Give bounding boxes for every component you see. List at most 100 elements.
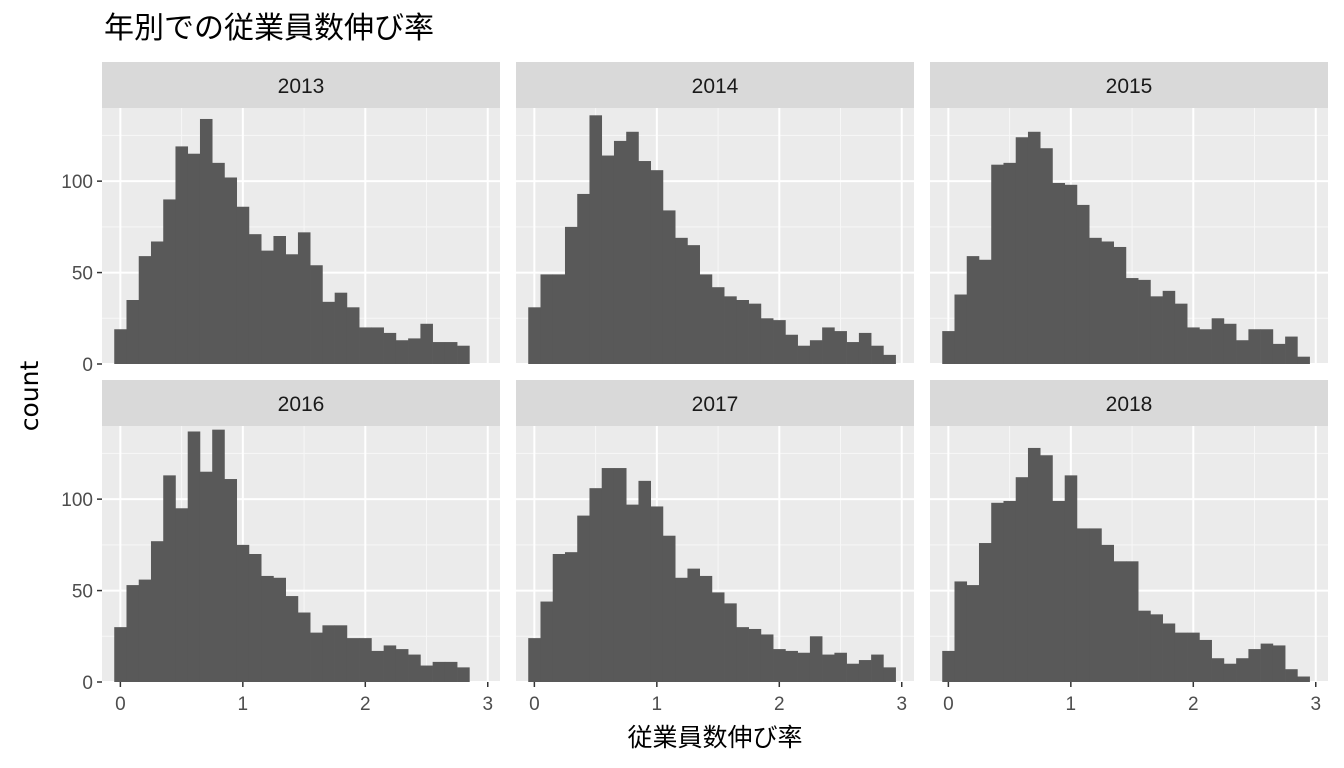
histogram-bar [564, 552, 578, 682]
histogram-bar [1089, 528, 1102, 682]
histogram-bar [675, 577, 688, 682]
histogram-bar [564, 226, 578, 364]
histogram-bar [1211, 658, 1225, 682]
histogram-bar [1076, 204, 1090, 364]
y-tick-label: 50 [72, 264, 93, 285]
histogram-bar [297, 232, 311, 364]
histogram-bar [589, 488, 603, 682]
histogram-bar [273, 236, 286, 364]
histogram-bar [540, 274, 554, 364]
histogram-bar [748, 303, 762, 364]
histogram-bar [797, 652, 811, 682]
histogram-bar [942, 331, 955, 364]
histogram-bar [395, 340, 409, 364]
histogram-bar [1285, 336, 1298, 364]
histogram-bar [261, 250, 274, 364]
histogram-bar [359, 638, 372, 682]
facet-strip-label: 2014 [692, 75, 739, 98]
histogram-bar [1285, 669, 1298, 682]
histogram-bar [675, 237, 688, 364]
histogram-bar [383, 332, 397, 364]
x-tick-label: 1 [238, 694, 249, 715]
histogram-bar [285, 254, 299, 364]
histogram-bar [883, 667, 896, 682]
histogram-bar [310, 265, 323, 364]
histogram-bar [1040, 148, 1053, 364]
histogram-bar [699, 575, 713, 682]
x-tick-label: 1 [1066, 694, 1077, 715]
histogram-bar [1052, 500, 1066, 682]
histogram-bar [834, 652, 847, 682]
facet-strip [930, 62, 1328, 108]
histogram-bar [346, 307, 360, 364]
histogram-bar [626, 504, 639, 682]
histogram-bar [114, 627, 127, 682]
histogram-bar [273, 577, 286, 682]
histogram-bar [711, 592, 725, 682]
x-tick-label: 0 [115, 694, 126, 715]
histogram-bar [540, 601, 554, 682]
histogram-bar [175, 146, 189, 364]
histogram-bar [846, 663, 860, 682]
histogram-bar [408, 338, 421, 364]
histogram-bar [334, 292, 348, 364]
histogram-bar [552, 274, 566, 364]
histogram-bar [150, 541, 164, 682]
facet-panel-2016: 2016 0 50 100 0 1 2 3 [61, 380, 500, 715]
histogram-bar [1174, 632, 1188, 682]
histogram-bar [1211, 318, 1225, 364]
histogram-bar [1064, 184, 1078, 364]
histogram-bar [1260, 329, 1274, 364]
histogram-bar [1187, 632, 1200, 682]
histogram-bar [1125, 561, 1139, 682]
histogram-bar [650, 506, 664, 682]
histogram-bar [371, 327, 384, 364]
histogram-bar [858, 332, 872, 364]
histogram-bar [613, 468, 627, 682]
y-tick-label: 50 [72, 582, 93, 603]
y-tick-label: 0 [82, 355, 93, 376]
histogram-bar [1076, 528, 1090, 682]
histogram-bar [322, 301, 335, 364]
histogram-bar [395, 649, 409, 682]
histogram-bar [577, 515, 590, 682]
histogram-bar [748, 628, 762, 682]
facet-strip-label: 2016 [278, 393, 325, 416]
histogram-bar [613, 140, 627, 364]
histogram-bar [822, 654, 835, 682]
histogram-bar [601, 468, 615, 682]
histogram-bar [163, 475, 176, 682]
histogram-bar [760, 634, 774, 682]
histogram-bar [650, 170, 664, 364]
histogram-bar [773, 649, 786, 682]
histogram-bar [444, 342, 458, 364]
histogram-bar [212, 162, 225, 364]
histogram-bar [1138, 279, 1151, 364]
histogram-bar [1236, 658, 1249, 682]
histogram-bar [797, 345, 811, 364]
histogram-bar [175, 508, 189, 682]
histogram-bar [236, 544, 250, 682]
histogram-bar [1113, 561, 1127, 682]
x-tick-label: 3 [1310, 694, 1321, 715]
histogram-bar [528, 638, 541, 682]
histogram-bar [1174, 303, 1188, 364]
histogram-bar [1027, 131, 1041, 364]
histogram-bar [954, 581, 968, 682]
histogram-bar [871, 654, 884, 682]
histogram-bar [199, 471, 213, 682]
histogram-bar [346, 638, 360, 682]
histogram-bar [1223, 323, 1237, 364]
facet-strip-label: 2017 [692, 393, 739, 416]
histogram-bar [552, 554, 566, 682]
histogram-bar [736, 627, 749, 682]
histogram-bar [1162, 290, 1176, 364]
facet-strip [516, 62, 914, 108]
y-tick-label: 0 [82, 673, 93, 694]
histogram-bar [1040, 455, 1053, 682]
histogram-bar [871, 345, 884, 364]
histogram-bar [785, 650, 798, 682]
histogram-bar [1272, 645, 1286, 682]
histogram-bar [224, 479, 238, 682]
